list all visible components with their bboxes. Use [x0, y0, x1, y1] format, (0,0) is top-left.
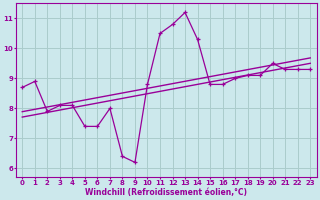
X-axis label: Windchill (Refroidissement éolien,°C): Windchill (Refroidissement éolien,°C)	[85, 188, 247, 197]
